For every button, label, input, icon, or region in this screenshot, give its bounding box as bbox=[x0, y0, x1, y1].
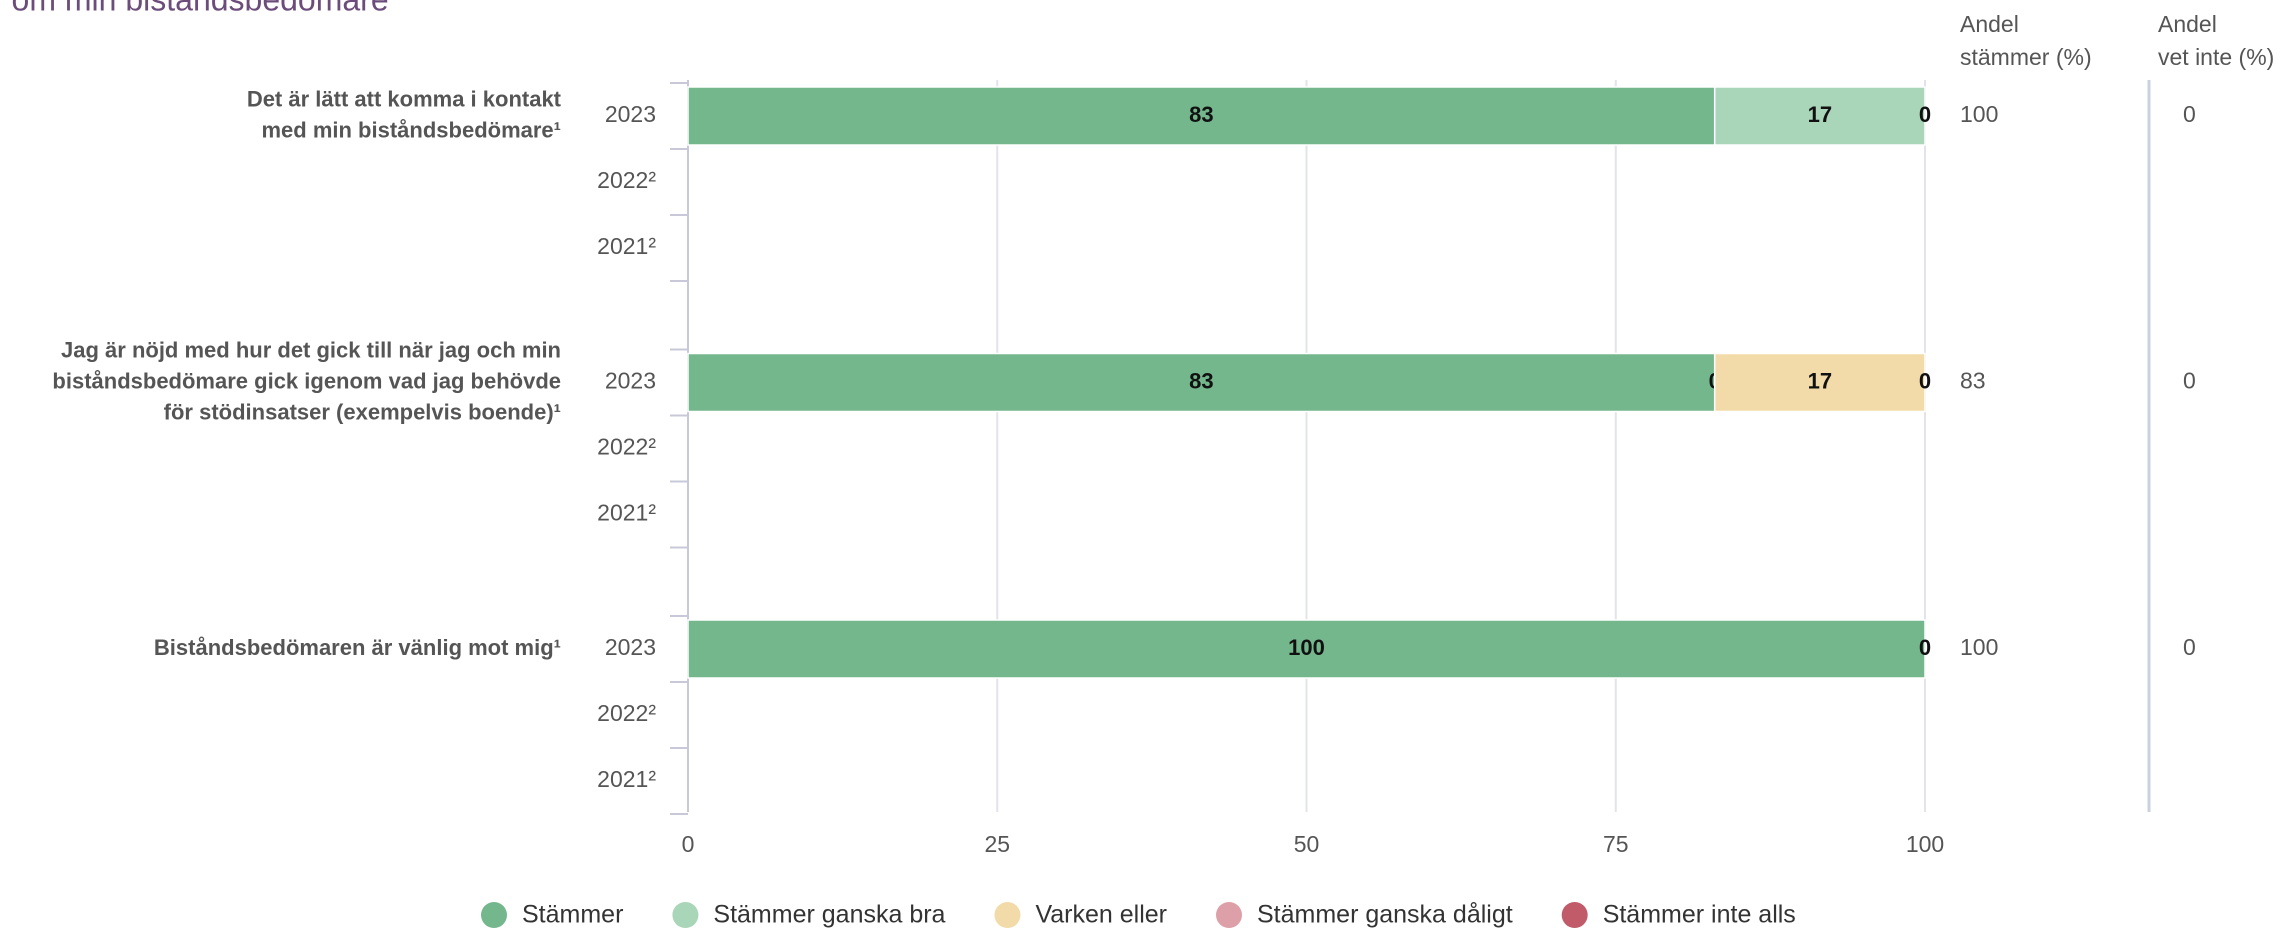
year-label: 2021² bbox=[597, 233, 656, 259]
column-value: 0 bbox=[2183, 634, 2196, 660]
data-label: 17 bbox=[1808, 368, 1832, 393]
year-label: 2023 bbox=[605, 634, 656, 660]
legend-label: Stämmer inte alls bbox=[1603, 901, 1796, 929]
column-value: 0 bbox=[2183, 101, 2196, 127]
column-value: 100 bbox=[1960, 634, 1998, 660]
bar-segment bbox=[687, 86, 1716, 146]
year-label: 2022² bbox=[597, 167, 656, 193]
x-tick-label: 100 bbox=[1906, 831, 1944, 857]
x-tick-label: 25 bbox=[984, 831, 1010, 857]
year-label: 2021² bbox=[597, 766, 656, 792]
bar-segment bbox=[687, 352, 1716, 413]
question-label: Det är lätt att komma i kontakt bbox=[247, 86, 562, 111]
data-label: 17 bbox=[1808, 102, 1832, 127]
data-label: 100 bbox=[1288, 635, 1325, 660]
legend-label: Stämmer ganska bra bbox=[713, 901, 945, 929]
data-label: 0 bbox=[1919, 368, 1931, 393]
column-header: vet inte (%) bbox=[2158, 44, 2274, 70]
question-label: Biståndsbedömaren är vänlig mot mig¹ bbox=[154, 635, 561, 660]
data-label: 0 bbox=[1919, 102, 1931, 127]
column-header: stämmer (%) bbox=[1960, 44, 2092, 70]
bar-segment bbox=[1713, 86, 1926, 146]
data-label: 0 bbox=[1919, 635, 1931, 660]
legend-marker bbox=[994, 902, 1021, 928]
bar-segment bbox=[687, 619, 1926, 679]
question-label: med min biståndsbedömare¹ bbox=[261, 117, 561, 142]
bar-segment bbox=[1713, 352, 1926, 413]
column-value: 100 bbox=[1960, 101, 1998, 127]
legend-marker bbox=[481, 902, 507, 928]
year-label: 2022² bbox=[597, 700, 656, 726]
year-label: 2022² bbox=[597, 434, 656, 460]
legend-label: Varken eller bbox=[1035, 901, 1167, 929]
year-label: 2021² bbox=[597, 500, 656, 526]
legend-marker bbox=[1216, 902, 1242, 928]
question-label: för stödinsatser (exempelvis boende)¹ bbox=[164, 399, 561, 424]
x-tick-label: 0 bbox=[682, 831, 695, 857]
chart-title: r om min biståndsbedömare bbox=[0, 0, 389, 17]
legend-marker bbox=[672, 902, 699, 928]
column-header: Andel bbox=[1960, 11, 2019, 37]
question-label: biståndsbedömare gick igenom vad jag beh… bbox=[52, 368, 561, 393]
year-label: 2023 bbox=[605, 101, 656, 127]
legend-label: Stämmer bbox=[522, 901, 623, 929]
data-label: 83 bbox=[1189, 368, 1213, 393]
year-label: 2023 bbox=[605, 368, 656, 394]
column-value: 0 bbox=[2183, 368, 2196, 394]
legend-marker bbox=[1561, 902, 1588, 928]
x-tick-label: 50 bbox=[1294, 831, 1320, 857]
column-value: 83 bbox=[1960, 368, 1986, 394]
question-label: Jag är nöjd med hur det gick till när ja… bbox=[61, 337, 561, 362]
data-label: 83 bbox=[1189, 102, 1213, 127]
column-header: Andel bbox=[2158, 11, 2217, 37]
legend-label: Stämmer ganska dåligt bbox=[1257, 901, 1513, 929]
x-tick-label: 75 bbox=[1603, 831, 1629, 857]
